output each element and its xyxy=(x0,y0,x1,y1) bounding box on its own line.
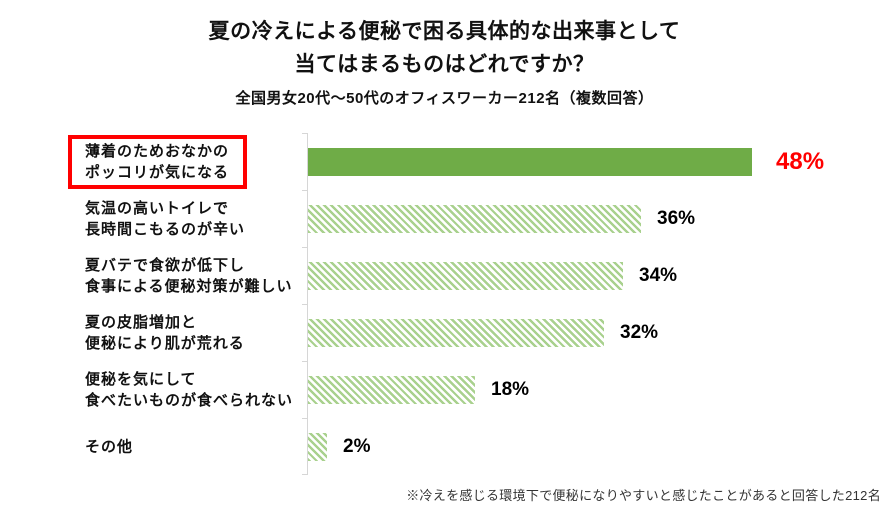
bar xyxy=(308,261,623,290)
category-label: 気温の高いトイレで 長時間こもるのが辛い xyxy=(85,199,246,238)
bar-chart-plot-area: 薄着のためおなかの ポッコリが気になる 48% 気温の高いトイレで 長時間こもる… xyxy=(0,133,889,475)
bar-track: 34% xyxy=(308,247,677,304)
bar-track: 48% xyxy=(308,133,824,190)
bar xyxy=(308,375,475,404)
category-label: 夏の皮脂増加と 便秘により肌が荒れる xyxy=(85,313,245,352)
category-label: 便秘を気にして 食べたいものが食べられない xyxy=(85,370,294,409)
bar xyxy=(308,204,641,233)
chart-row: 薄着のためおなかの ポッコリが気になる 48% xyxy=(0,133,889,190)
axis-tick xyxy=(302,361,307,362)
axis-tick xyxy=(302,133,307,134)
bar xyxy=(308,318,604,347)
category-label: その他 xyxy=(85,438,134,455)
axis-tick xyxy=(302,304,307,305)
axis-tick xyxy=(302,474,307,475)
value-label: 36% xyxy=(657,207,696,229)
bar xyxy=(308,432,327,461)
chart-title: 夏の冷えによる便秘で困る具体的な出来事として 当てはまるものはどれですか？ xyxy=(0,15,889,81)
axis-tick xyxy=(302,418,307,419)
axis-tick xyxy=(302,190,307,191)
value-label: 48% xyxy=(776,147,825,175)
value-label: 18% xyxy=(491,378,530,400)
chart-row: 夏バテで食欲が低下し 食事による便秘対策が難しい 34% xyxy=(0,247,889,304)
bar-track: 18% xyxy=(308,361,529,418)
bar-track: 36% xyxy=(308,190,695,247)
chart-row: 夏の皮脂増加と 便秘により肌が荒れる 32% xyxy=(0,304,889,361)
chart-row: その他 2% xyxy=(0,418,889,475)
category-label: 薄着のためおなかの ポッコリが気になる xyxy=(68,134,248,189)
value-label: 2% xyxy=(343,435,371,457)
chart-row: 便秘を気にして 食べたいものが食べられない 18% xyxy=(0,361,889,418)
category-label: 夏バテで食欲が低下し 食事による便秘対策が難しい xyxy=(85,256,293,295)
category-axis-line xyxy=(307,133,308,475)
bar-track: 32% xyxy=(308,304,658,361)
chart-title-line2: 当てはまるものはどれですか？ xyxy=(294,53,595,76)
footnote: ※冷えを感じる環境下で便秘になりやすいと感じたことがあると回答した212名 xyxy=(406,488,881,503)
chart-subtitle: 全国男女20代～50代のオフィスワーカー212名（複数回答） xyxy=(235,90,654,107)
value-label: 32% xyxy=(620,321,659,343)
value-label: 34% xyxy=(639,264,678,286)
chart-title-line1: 夏の冷えによる便秘で困る具体的な出来事として xyxy=(208,20,681,43)
bar xyxy=(308,147,752,176)
bar-track: 2% xyxy=(308,418,370,475)
axis-tick xyxy=(302,247,307,248)
chart-row: 気温の高いトイレで 長時間こもるのが辛い 36% xyxy=(0,190,889,247)
